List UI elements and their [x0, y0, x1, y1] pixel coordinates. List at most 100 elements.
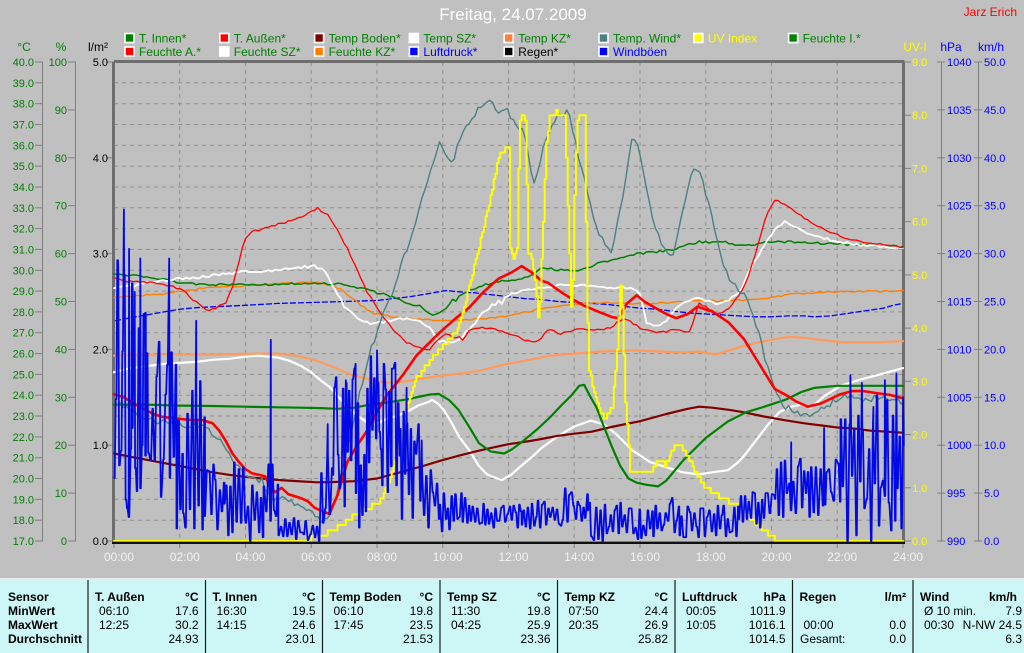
svg-text:Temp SZ: Temp SZ	[447, 590, 497, 604]
svg-text:37.0: 37.0	[13, 120, 34, 132]
svg-text:19.0: 19.0	[13, 494, 34, 506]
svg-text:26.0: 26.0	[13, 349, 34, 361]
svg-text:50.0: 50.0	[984, 57, 1005, 69]
svg-text:4.0: 4.0	[93, 153, 108, 165]
svg-text:3.0: 3.0	[93, 249, 108, 261]
svg-text:34.0: 34.0	[13, 182, 34, 194]
svg-text:20.0: 20.0	[13, 474, 34, 486]
svg-text:0.0: 0.0	[889, 632, 906, 646]
svg-text:°C: °C	[185, 590, 199, 604]
svg-text:T. Innen*: T. Innen*	[139, 32, 187, 46]
svg-text:km/h: km/h	[978, 40, 1004, 54]
svg-text:1040: 1040	[947, 57, 971, 69]
svg-text:4.0: 4.0	[912, 323, 927, 335]
svg-text:8.0: 8.0	[912, 110, 927, 122]
svg-text:22:00: 22:00	[827, 550, 857, 564]
svg-text:33.0: 33.0	[13, 203, 34, 215]
svg-text:10.0: 10.0	[984, 440, 1005, 452]
svg-text:20.0: 20.0	[984, 344, 1005, 356]
svg-text:15.0: 15.0	[984, 392, 1005, 404]
svg-text:Sensor: Sensor	[8, 590, 49, 604]
svg-text:Gesamt:: Gesamt:	[800, 632, 845, 646]
svg-text:MinWert: MinWert	[8, 604, 55, 618]
svg-text:Temp KZ: Temp KZ	[565, 590, 615, 604]
svg-text:20:00: 20:00	[761, 550, 791, 564]
svg-text:10:00: 10:00	[433, 550, 463, 564]
svg-text:Regen: Regen	[800, 590, 837, 604]
svg-text:Freitag, 24.07.2009: Freitag, 24.07.2009	[439, 5, 586, 24]
svg-text:25.9: 25.9	[527, 618, 551, 632]
svg-text:Temp. Wind*: Temp. Wind*	[613, 32, 681, 46]
svg-text:28.0: 28.0	[13, 307, 34, 319]
svg-text:24.6: 24.6	[292, 618, 316, 632]
svg-text:10:05: 10:05	[686, 618, 716, 632]
svg-text:00:00: 00:00	[104, 550, 134, 564]
svg-text:00:30: 00:30	[924, 618, 954, 632]
svg-text:MaxWert: MaxWert	[8, 618, 58, 632]
svg-text:l/m²: l/m²	[885, 590, 906, 604]
svg-text:27.0: 27.0	[13, 328, 34, 340]
svg-text:°C: °C	[655, 590, 669, 604]
svg-text:1.0: 1.0	[93, 440, 108, 452]
svg-text:24.0: 24.0	[13, 390, 34, 402]
svg-text:20: 20	[55, 440, 67, 452]
svg-text:02:00: 02:00	[170, 550, 200, 564]
svg-text:00:05: 00:05	[686, 604, 716, 618]
svg-text:Feuchte A.*: Feuchte A.*	[139, 45, 201, 59]
svg-text:Feuchte SZ*: Feuchte SZ*	[234, 45, 301, 59]
svg-text:14:00: 14:00	[564, 550, 594, 564]
svg-text:1014.5: 1014.5	[749, 632, 786, 646]
svg-text:0.0: 0.0	[93, 536, 108, 548]
svg-text:km/h: km/h	[989, 590, 1017, 604]
svg-text:06:10: 06:10	[334, 604, 364, 618]
svg-text:31.0: 31.0	[13, 244, 34, 256]
svg-text:06:10: 06:10	[99, 604, 129, 618]
svg-text:45.0: 45.0	[984, 105, 1005, 117]
svg-text:5.0: 5.0	[984, 488, 999, 500]
svg-text:00:00: 00:00	[804, 618, 834, 632]
svg-text:17.6: 17.6	[175, 604, 199, 618]
svg-text:40.0: 40.0	[984, 153, 1005, 165]
svg-text:40: 40	[55, 344, 67, 356]
svg-text:0.0: 0.0	[912, 536, 927, 548]
svg-text:Feuchte KZ*: Feuchte KZ*	[329, 45, 396, 59]
svg-text:17.0: 17.0	[13, 536, 34, 548]
svg-text:1.0: 1.0	[912, 483, 927, 495]
svg-text:40.0: 40.0	[13, 57, 34, 69]
svg-text:9.0: 9.0	[912, 57, 927, 69]
svg-text:Windböen: Windböen	[613, 45, 667, 59]
svg-text:23.01: 23.01	[285, 632, 315, 646]
svg-text:0.0: 0.0	[889, 618, 906, 632]
svg-text:25.0: 25.0	[984, 297, 1005, 309]
svg-text:25.0: 25.0	[13, 369, 34, 381]
svg-text:hPa: hPa	[763, 590, 785, 604]
svg-text:l/m²: l/m²	[88, 40, 108, 54]
svg-text:6.3: 6.3	[1005, 632, 1022, 646]
svg-text:19.8: 19.8	[527, 604, 551, 618]
svg-text:Wind: Wind	[920, 590, 949, 604]
svg-text:1016.1: 1016.1	[749, 618, 786, 632]
svg-text:18:00: 18:00	[696, 550, 726, 564]
svg-text:Ø 10 min.: Ø 10 min.	[924, 604, 976, 618]
svg-text:04:00: 04:00	[235, 550, 265, 564]
svg-text:Feuchte I.*: Feuchte I.*	[803, 32, 861, 46]
svg-text:6.0: 6.0	[912, 217, 927, 229]
svg-text:18.0: 18.0	[13, 515, 34, 527]
svg-text:UV Index: UV Index	[708, 32, 757, 46]
svg-text:23.5: 23.5	[410, 618, 434, 632]
svg-text:2.0: 2.0	[93, 344, 108, 356]
svg-text:1011.9: 1011.9	[750, 604, 786, 618]
svg-text:100: 100	[49, 57, 67, 69]
svg-text:20:35: 20:35	[569, 618, 599, 632]
svg-text:10: 10	[55, 488, 67, 500]
svg-text:Durchschnitt: Durchschnitt	[8, 632, 82, 646]
svg-text:1015: 1015	[947, 297, 971, 309]
svg-text:12:00: 12:00	[498, 550, 528, 564]
svg-text:995: 995	[947, 488, 965, 500]
svg-text:Jarz Erich: Jarz Erich	[964, 5, 1017, 19]
svg-text:UV-I: UV-I	[903, 40, 926, 54]
svg-text:36.0: 36.0	[13, 140, 34, 152]
svg-text:90: 90	[55, 105, 67, 117]
svg-text:Temp Boden*: Temp Boden*	[329, 32, 401, 46]
svg-text:39.0: 39.0	[13, 78, 34, 90]
